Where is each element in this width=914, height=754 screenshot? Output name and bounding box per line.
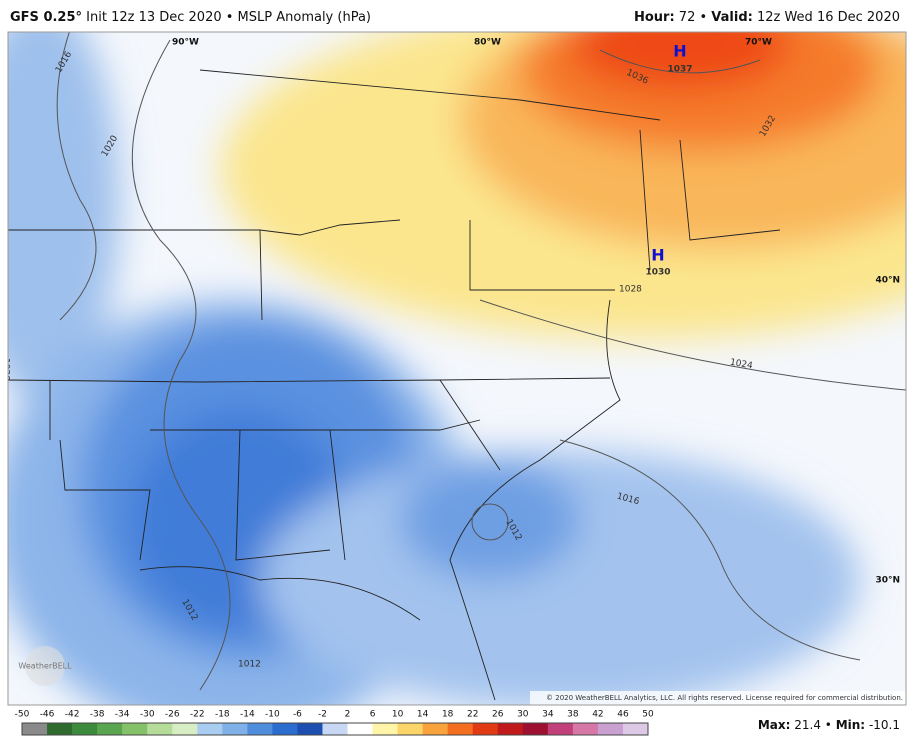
colorbar-swatch xyxy=(197,723,223,735)
colorbar-tick: -50 xyxy=(15,710,30,720)
colorbar-swatch xyxy=(97,723,123,735)
stats: Max: 21.4 • Min: -10.1 xyxy=(758,718,900,732)
isobar-label: 1024 xyxy=(729,358,754,372)
colorbar-swatch xyxy=(322,723,349,735)
colorbar-swatch xyxy=(222,723,248,735)
grid-label: 40°N xyxy=(875,276,900,286)
colorbar-tick: 38 xyxy=(567,710,579,720)
colorbar-tick: 10 xyxy=(392,710,404,720)
colorbar-swatch xyxy=(622,723,649,735)
colorbar-swatch xyxy=(22,723,48,735)
colorbar-tick: 34 xyxy=(542,710,554,720)
colorbar-swatch xyxy=(272,723,298,735)
colorbar-swatch xyxy=(122,723,148,735)
colorbar-swatch xyxy=(172,723,198,735)
copyright: © 2020 WeatherBELL Analytics, LLC. All r… xyxy=(546,694,903,702)
grid-label: 30°N xyxy=(875,576,900,586)
colorbar-swatch xyxy=(497,723,524,735)
header-left: GFS 0.25° Init 12z 13 Dec 2020 • MSLP An… xyxy=(10,10,371,25)
colorbar-tick: -30 xyxy=(140,710,155,720)
header-right: Hour: 72 • Valid: 12z Wed 16 Dec 2020 xyxy=(634,10,900,25)
grid-label: 70°W xyxy=(745,38,772,48)
colorbar-swatch xyxy=(397,723,424,735)
colorbar-swatch xyxy=(472,723,499,735)
colorbar-swatch xyxy=(247,723,273,735)
colorbar-swatch xyxy=(47,723,73,735)
colorbar-tick: -18 xyxy=(215,710,230,720)
colorbar-tick: -10 xyxy=(265,710,280,720)
colorbar-tick: 26 xyxy=(492,710,504,720)
colorbar-tick: 18 xyxy=(442,710,454,720)
colorbar-tick: 46 xyxy=(617,710,629,720)
colorbar-tick: -6 xyxy=(293,710,302,720)
colorbar-tick: -38 xyxy=(90,710,105,720)
colorbar-swatch xyxy=(447,723,474,735)
colorbar-swatch xyxy=(572,723,599,735)
isobar-label: 1028 xyxy=(619,285,642,295)
colorbar-tick: 2 xyxy=(345,710,351,720)
colorbar-frame xyxy=(21,722,649,736)
colorbar-tick: 6 xyxy=(370,710,376,720)
isobars xyxy=(56,32,906,691)
colorbar-tick: 22 xyxy=(467,710,478,720)
high-value: 1030 xyxy=(645,268,670,278)
colorbar-tick: 42 xyxy=(592,710,603,720)
borders xyxy=(8,69,781,701)
colorbar-tick: -34 xyxy=(115,710,130,720)
colorbar-swatch xyxy=(597,723,624,735)
colorbar-tick: -22 xyxy=(190,710,205,720)
colorbar-tick: -42 xyxy=(65,710,80,720)
colorbar: -50 -46 -42 -38 -34 -30 -26 -22 -18 -14 -10 -6 -2 2 6 1… xyxy=(15,710,654,736)
colorbar-swatch xyxy=(522,723,549,735)
colorbar-swatch xyxy=(547,723,574,735)
high-value: 1037 xyxy=(667,65,692,75)
colorbar-swatch xyxy=(147,723,173,735)
watermark: WeatherBELL xyxy=(18,662,72,671)
colorbar-tick: 50 xyxy=(642,710,654,720)
colorbar-tick: 14 xyxy=(417,710,429,720)
isobar-label: 1020 xyxy=(1,358,11,381)
grid-label: 80°W xyxy=(474,38,501,48)
colorbar-swatch xyxy=(372,723,399,735)
colorbar-swatch xyxy=(72,723,98,735)
colorbar-tick: -14 xyxy=(240,710,255,720)
high-symbol: H xyxy=(673,42,686,61)
colorbar-tick: -26 xyxy=(165,710,180,720)
colorbar-swatch xyxy=(347,723,374,735)
colorbar-tick: -2 xyxy=(318,710,327,720)
high-symbol: H xyxy=(651,246,664,265)
grid-label: 90°W xyxy=(172,38,199,48)
colorbar-tick: -46 xyxy=(40,710,55,720)
colorbar-swatch xyxy=(297,723,323,735)
colorbar-tick: 30 xyxy=(517,710,529,720)
isobar-label: 1012 xyxy=(238,660,261,670)
colorbar-swatch xyxy=(422,723,449,735)
